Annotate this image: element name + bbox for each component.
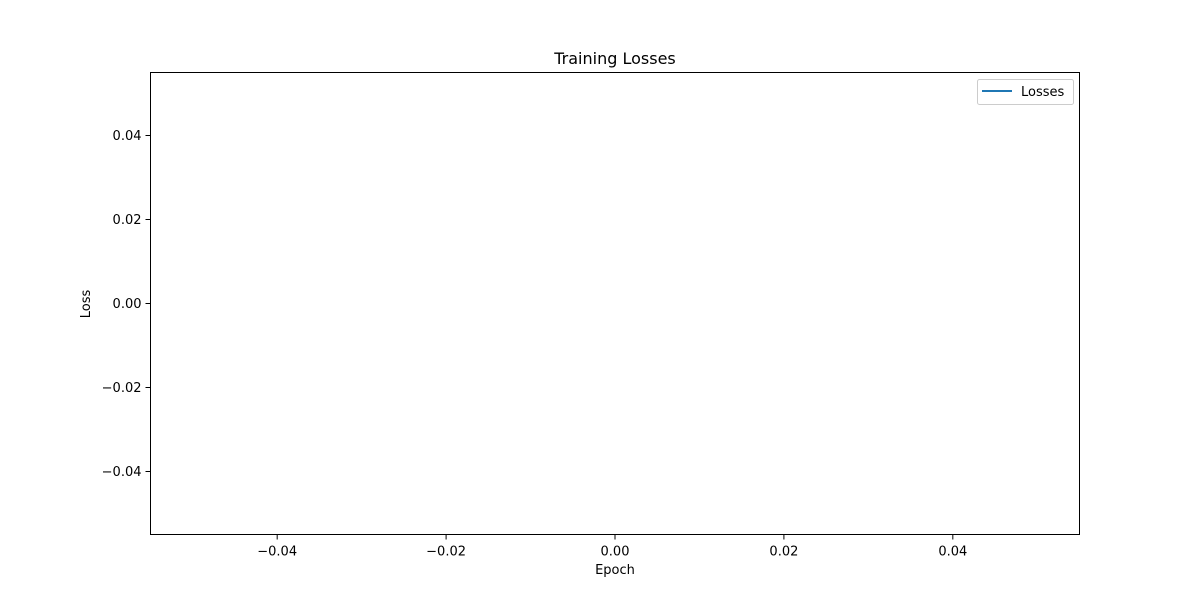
chart-title: Training Losses bbox=[553, 49, 676, 68]
x-tick-label: 0.00 bbox=[601, 545, 630, 560]
y-axis-label: Loss bbox=[79, 290, 94, 319]
y-tick-label: −0.02 bbox=[102, 381, 142, 396]
legend-box bbox=[977, 79, 1074, 105]
x-tick-label: 0.04 bbox=[938, 545, 967, 560]
y-tick-label: 0.02 bbox=[113, 213, 142, 228]
x-axis-ticks: −0.04 −0.02 0.00 0.02 0.04 bbox=[257, 534, 967, 560]
y-tick-label: 0.00 bbox=[113, 297, 142, 312]
x-axis-label: Epoch bbox=[595, 563, 635, 578]
legend-series-label: Losses bbox=[1021, 85, 1065, 100]
x-tick-label: −0.04 bbox=[257, 545, 297, 560]
x-tick-label: −0.02 bbox=[426, 545, 466, 560]
y-tick-label: 0.04 bbox=[113, 129, 142, 144]
plot-area-frame bbox=[150, 72, 1080, 535]
y-axis-ticks: −0.04 −0.02 0.00 0.02 0.04 bbox=[102, 129, 151, 480]
legend: Losses bbox=[977, 79, 1074, 105]
y-tick-label: −0.04 bbox=[102, 465, 142, 480]
x-tick-label: 0.02 bbox=[769, 545, 798, 560]
